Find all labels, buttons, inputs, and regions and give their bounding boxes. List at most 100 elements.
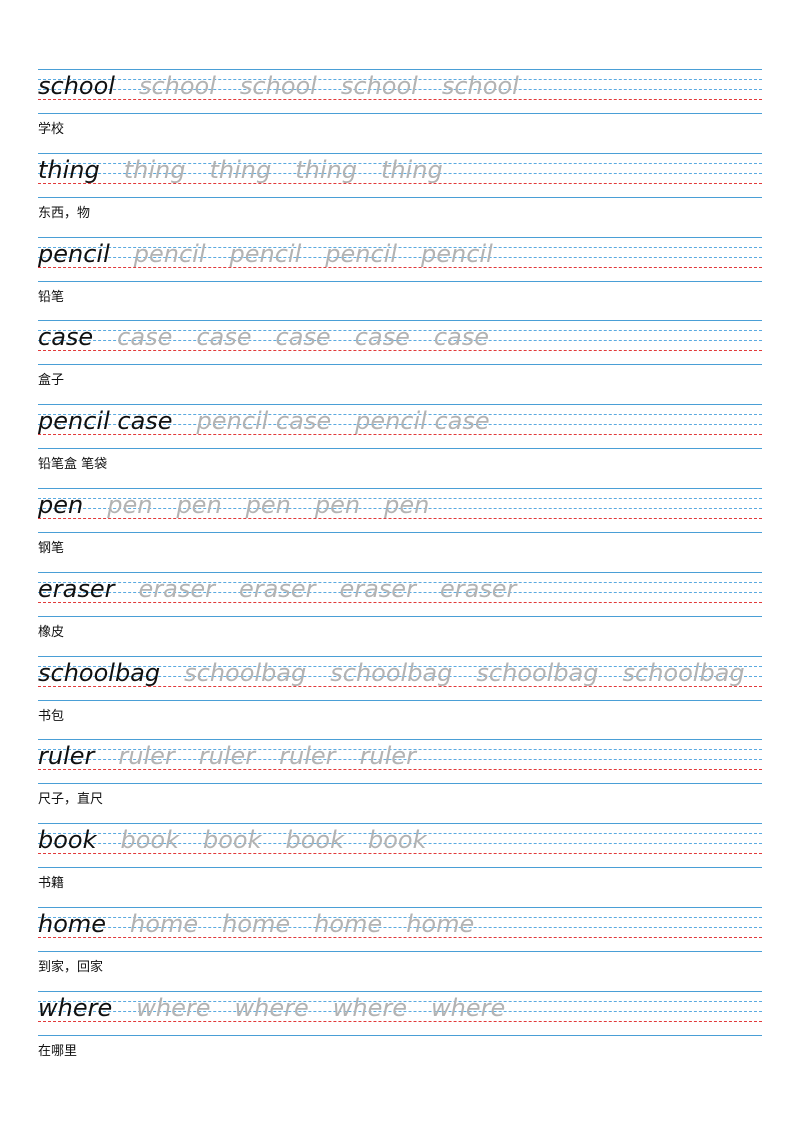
chinese-meaning: 学校 (38, 122, 65, 137)
worksheet: school school school school school 学校 thing thi… (0, 69, 800, 1075)
word-row: book book book book book 书籍 (0, 823, 800, 907)
word-line: pencil pencil pencil pencil pencil (38, 239, 493, 269)
ruled-line (38, 330, 762, 332)
word-row: pencil case pencil case pencil case 铅笔盒 笔袋 (0, 404, 800, 488)
ruled-line (38, 507, 762, 509)
ruled-line (38, 571, 762, 573)
ruled-line (38, 926, 762, 928)
vocab-word: school (38, 72, 115, 100)
trace-word: thing (295, 155, 357, 184)
trace-word: book (368, 826, 427, 855)
ruled-line (38, 615, 762, 617)
trace-word: pen (107, 490, 153, 519)
trace-word: school (239, 72, 317, 100)
trace-word: home (406, 909, 475, 938)
baseline-guide (38, 350, 762, 352)
ruled-line (38, 749, 762, 751)
ruled-line (38, 152, 762, 154)
chinese-meaning: 尺子，直尺 (38, 792, 104, 808)
ruled-line (38, 113, 762, 114)
trace-word: where (234, 993, 309, 1022)
baseline-guide (38, 1020, 762, 1022)
trace-word: pencil (229, 239, 302, 268)
vocab-word: pencil (38, 239, 110, 268)
word-line: ruler ruler ruler ruler ruler (38, 741, 416, 771)
word-line: where where where where where (38, 993, 505, 1023)
vocab-word: thing (38, 155, 100, 184)
chinese-meaning: 东西，物 (38, 205, 91, 221)
ruled-line (38, 79, 762, 80)
trace-word: where (332, 993, 407, 1022)
word-row: pen pen pen pen pen pen 钢笔 (0, 487, 800, 572)
ruled-line (38, 1034, 762, 1036)
ruled-line (38, 906, 762, 908)
ruled-line (38, 424, 762, 426)
trace-word: ruler (198, 742, 256, 771)
ruled-line (38, 320, 762, 322)
trace-word: eraser (339, 574, 416, 603)
trace-word: schoolbag (622, 658, 745, 687)
word-row: home home home home home 到家，回家 (0, 906, 800, 991)
ruled-line (38, 665, 762, 667)
ruled-line (38, 531, 762, 533)
ruled-line (38, 246, 762, 248)
trace-word: school (138, 72, 216, 100)
word-line: thing thing thing thing thing (38, 155, 443, 185)
trace-word: school (441, 72, 519, 100)
ruled-line (38, 699, 762, 701)
trace-word: pencil case (355, 407, 490, 436)
trace-word: schoolbag (184, 658, 307, 687)
vocab-word: pen (38, 490, 84, 519)
ruled-line (38, 487, 762, 489)
baseline-guide (38, 601, 762, 603)
word-row: ruler ruler ruler ruler ruler 尺子，直尺 (0, 739, 800, 823)
word-row: eraser eraser eraser eraser eraser 橡皮 (0, 571, 800, 656)
word-line: pencil case pencil case pencil case (38, 406, 490, 436)
trace-word: thing (123, 155, 186, 184)
trace-word: pencil (133, 239, 206, 268)
ruled-line (38, 581, 762, 583)
baseline-guide (38, 434, 762, 436)
baseline-guide (38, 266, 762, 268)
trace-word: case (354, 323, 410, 352)
ruled-line (38, 823, 762, 825)
trace-word: eraser (138, 574, 215, 603)
trace-word: ruler (279, 742, 336, 771)
ruled-line (38, 404, 762, 406)
chinese-meaning: 盒子 (38, 373, 65, 389)
baseline-guide (38, 685, 762, 687)
baseline-guide (38, 853, 762, 855)
baseline-guide (38, 936, 762, 938)
trace-word: thing (380, 155, 443, 184)
trace-word: eraser (439, 574, 517, 603)
ruled-line (38, 69, 762, 70)
trace-word: pencil case (196, 407, 332, 436)
ruled-line (38, 172, 762, 174)
baseline-guide (38, 182, 762, 184)
trace-word: where (431, 993, 506, 1022)
word-row: case case case case case case 盒子 (0, 320, 800, 404)
trace-word: case (433, 323, 490, 352)
word-line: home home home home home (38, 909, 474, 939)
trace-word: ruler (118, 742, 175, 771)
vocab-word: eraser (38, 574, 115, 603)
chinese-meaning: 橡皮 (38, 624, 65, 640)
word-line: schoolbag schoolbag schoolbag schoolbag scho… (38, 658, 745, 688)
trace-word: eraser (238, 574, 316, 603)
word-line: pen pen pen pen pen pen (38, 490, 429, 520)
ruled-line (38, 867, 762, 869)
trace-word: book (285, 826, 345, 855)
ruled-line (38, 340, 762, 342)
ruled-line (38, 916, 762, 918)
vocab-word: where (38, 993, 113, 1022)
word-line: eraser eraser eraser eraser eraser (38, 574, 516, 604)
word-row: school school school school school 学校 (0, 69, 800, 153)
word-line: book book book book book (38, 825, 427, 855)
trace-word: schoolbag (476, 658, 599, 687)
vocab-word: case (38, 323, 94, 352)
ruled-line (38, 739, 762, 741)
trace-word: thing (209, 155, 272, 184)
trace-word: book (120, 826, 180, 855)
trace-word: pen (384, 490, 430, 519)
ruled-line (38, 675, 762, 677)
